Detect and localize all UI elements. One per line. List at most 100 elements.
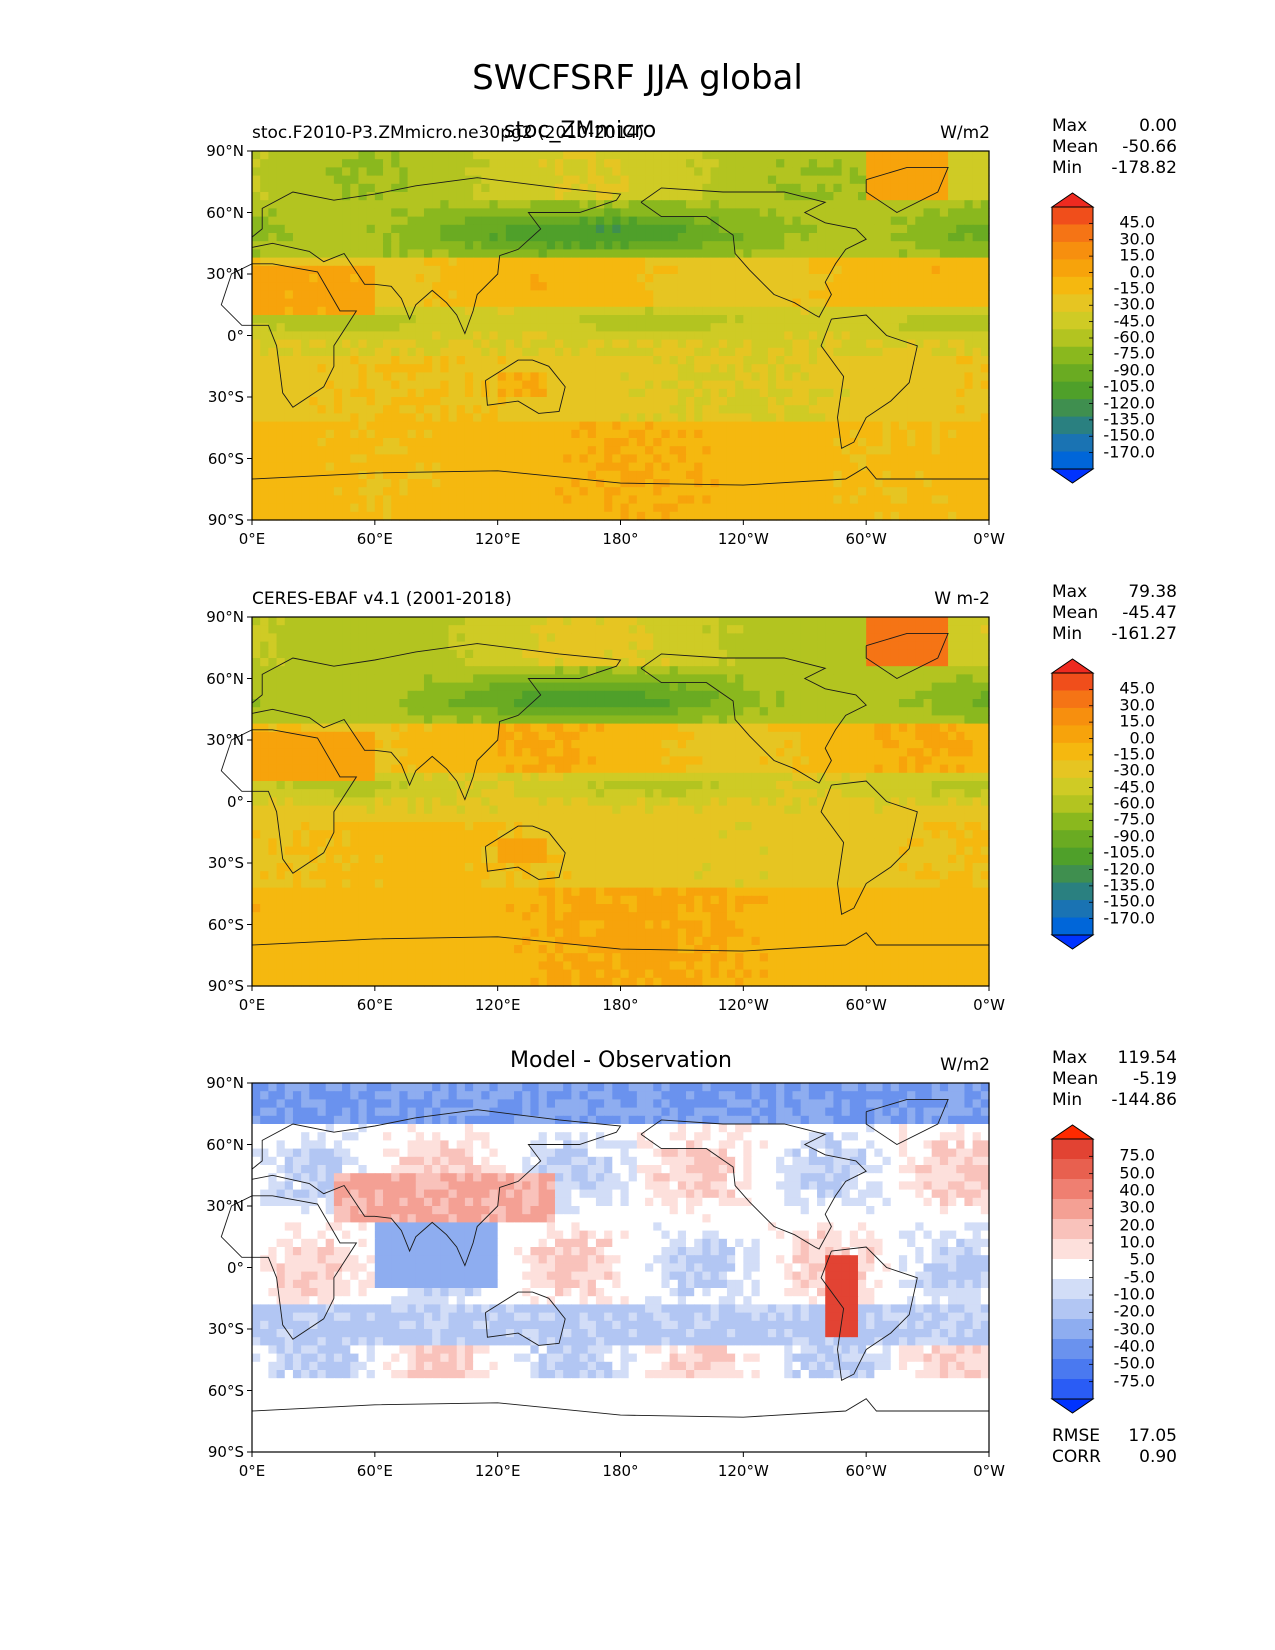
lon-tick-label: 0°W bbox=[973, 996, 1005, 1014]
lon-tick-label: 0°E bbox=[238, 530, 266, 548]
lat-tick-label: 30°S bbox=[207, 854, 244, 872]
colorbar-tick-label: 45.0 bbox=[1119, 213, 1155, 233]
panel1-mean-label: Mean bbox=[1052, 137, 1099, 157]
colorbar-tick-label: -15.0 bbox=[1113, 744, 1155, 764]
colorbar-tick-label: -120.0 bbox=[1103, 393, 1155, 413]
panel2-mean-value: -45.47 bbox=[1122, 603, 1177, 623]
lat-tick-label: 30°N bbox=[206, 1197, 244, 1215]
colorbar-tick-label: -75.0 bbox=[1113, 810, 1155, 830]
panel2-mean-label: Mean bbox=[1052, 603, 1099, 623]
lat-tick-label: 90°S bbox=[207, 1443, 244, 1461]
coastline bbox=[865, 166, 949, 214]
lon-tick-label: 60°W bbox=[845, 530, 887, 548]
colorbar-tick-label: 30.0 bbox=[1119, 695, 1155, 715]
panel2-min-label: Min bbox=[1052, 624, 1083, 644]
coastline bbox=[220, 1195, 358, 1340]
colorbar-tick-label: -30.0 bbox=[1113, 760, 1155, 780]
panel3-center-title: Model - Observation bbox=[510, 1048, 732, 1073]
colorbar-3 bbox=[1050, 1124, 1095, 1414]
panel3-extra-stats: RMSE 17.05 CORR 0.90 bbox=[1052, 1426, 1177, 1468]
colorbar-tick-label: 10.0 bbox=[1119, 1232, 1155, 1252]
colorbar-tick-label: -150.0 bbox=[1103, 891, 1155, 911]
coastline bbox=[251, 643, 622, 801]
panel1-max-label: Max bbox=[1052, 116, 1088, 136]
coastline bbox=[220, 729, 358, 874]
colorbar-tick-label: -75.0 bbox=[1113, 1371, 1155, 1391]
lat-tick-label: 60°N bbox=[206, 203, 244, 222]
coastline bbox=[251, 466, 989, 486]
lon-tick-label: 0°W bbox=[973, 1462, 1005, 1480]
colorbar-tick-label: -75.0 bbox=[1113, 344, 1155, 364]
colorbar-2 bbox=[1050, 658, 1095, 950]
lat-tick-label: 60°N bbox=[206, 669, 244, 688]
lon-tick-label: 180° bbox=[602, 530, 639, 548]
lat-tick-label: 90°S bbox=[207, 977, 244, 995]
panel1-min-label: Min bbox=[1052, 158, 1083, 178]
coastline bbox=[820, 1246, 918, 1381]
colorbar-tick-label: -90.0 bbox=[1113, 360, 1155, 380]
coastline bbox=[484, 825, 566, 880]
colorbar-tick-label: 5.0 bbox=[1129, 1249, 1155, 1269]
colorbar-tick-label: 75.0 bbox=[1119, 1145, 1155, 1165]
coastline bbox=[220, 263, 358, 408]
map-panel-3 bbox=[220, 1082, 990, 1457]
panel1-min-value: -178.82 bbox=[1111, 158, 1177, 178]
colorbar-tick-label: -45.0 bbox=[1113, 777, 1155, 797]
colorbar-tick-label: 30.0 bbox=[1119, 229, 1155, 249]
lat-tick-label: 60°S bbox=[207, 449, 244, 468]
panel2-max-label: Max bbox=[1052, 582, 1088, 602]
lon-tick-label: 60°E bbox=[356, 996, 393, 1014]
coastline bbox=[820, 780, 918, 915]
coastline bbox=[640, 1119, 867, 1250]
colorbar-tick-label: -60.0 bbox=[1113, 793, 1155, 813]
lon-tick-label: 180° bbox=[602, 1462, 639, 1480]
lon-tick-label: 60°E bbox=[356, 1462, 393, 1480]
panel3-max-value: 119.54 bbox=[1117, 1048, 1177, 1068]
colorbar-tick-label: -170.0 bbox=[1103, 908, 1155, 928]
panel3-max-label: Max bbox=[1052, 1048, 1088, 1068]
panel1-units: W/m2 bbox=[940, 123, 990, 143]
colorbar-tick-label: 45.0 bbox=[1119, 679, 1155, 699]
panel2-units: W m-2 bbox=[934, 589, 990, 609]
coastline bbox=[865, 632, 949, 680]
panel2-left-title: CERES-EBAF v4.1 (2001-2018) bbox=[252, 589, 512, 609]
lon-tick-label: 60°W bbox=[845, 996, 887, 1014]
lat-tick-label: 0° bbox=[226, 792, 244, 811]
lon-tick-label: 0°E bbox=[238, 1462, 266, 1480]
panel3-stats: Max 119.54 Mean -5.19 Min -144.86 bbox=[1052, 1048, 1177, 1111]
panel1-max-value: 0.00 bbox=[1139, 116, 1177, 136]
lon-tick-label: 120°E bbox=[474, 996, 521, 1014]
coastline bbox=[484, 1291, 566, 1346]
panel3-min-label: Min bbox=[1052, 1090, 1083, 1110]
colorbar-tick-label: -40.0 bbox=[1113, 1336, 1155, 1356]
panel1-mean-value: -50.66 bbox=[1122, 137, 1177, 157]
lon-tick-label: 0°W bbox=[973, 530, 1005, 548]
lat-tick-label: 0° bbox=[226, 326, 244, 345]
colorbar-tick-label: -90.0 bbox=[1113, 826, 1155, 846]
colorbar-tick-label: -120.0 bbox=[1103, 859, 1155, 879]
colorbar-tick-label: 15.0 bbox=[1119, 245, 1155, 265]
coastline bbox=[251, 1109, 622, 1267]
lat-tick-label: 90°N bbox=[206, 608, 244, 626]
lon-tick-label: 120°W bbox=[717, 996, 769, 1014]
colorbar-tick-label: -105.0 bbox=[1103, 842, 1155, 862]
lat-tick-label: 30°S bbox=[207, 388, 244, 406]
coastline bbox=[865, 1098, 949, 1146]
lat-tick-label: 90°S bbox=[207, 511, 244, 529]
colorbar-tick-label: -5.0 bbox=[1123, 1267, 1155, 1287]
colorbar-tick-label: -15.0 bbox=[1113, 278, 1155, 298]
lat-tick-label: 90°N bbox=[206, 1074, 244, 1092]
colorbar-tick-label: -135.0 bbox=[1103, 875, 1155, 895]
map-panel-1 bbox=[220, 150, 990, 525]
coastline bbox=[640, 187, 867, 318]
colorbar-tick-label: -50.0 bbox=[1113, 1353, 1155, 1373]
lon-tick-label: 120°W bbox=[717, 530, 769, 548]
colorbar-tick-label: -60.0 bbox=[1113, 327, 1155, 347]
lat-tick-label: 60°S bbox=[207, 915, 244, 934]
panel3-rmse-value: 17.05 bbox=[1128, 1426, 1177, 1446]
lat-tick-label: 90°N bbox=[206, 142, 244, 160]
coastline bbox=[251, 932, 989, 952]
coastline bbox=[484, 359, 566, 414]
colorbar-tick-label: -10.0 bbox=[1113, 1284, 1155, 1304]
